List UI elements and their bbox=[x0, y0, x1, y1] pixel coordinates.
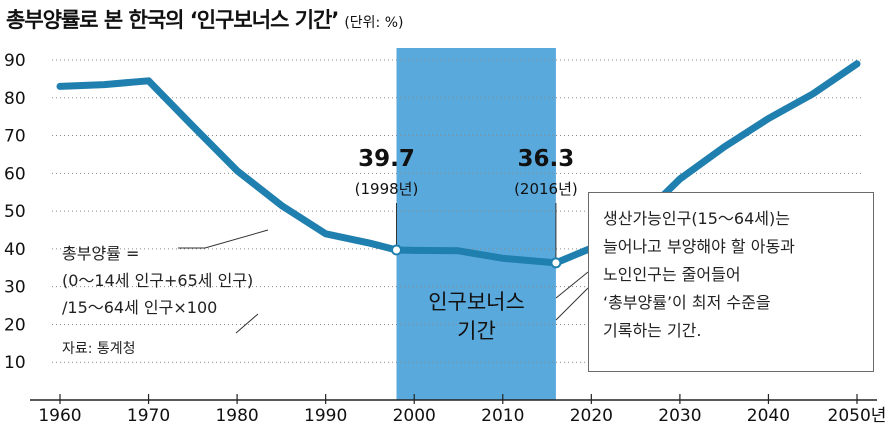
x-tick-label: 2050년 bbox=[828, 406, 887, 425]
x-tick-label: 1980 bbox=[215, 406, 258, 425]
callout-line-1: 생산가능인구(15～64세)는 bbox=[603, 209, 790, 228]
formula-line-2: (0～14세 인구+65세 인구) bbox=[62, 271, 254, 290]
formula-leader-line bbox=[235, 313, 259, 334]
chart-title: 총부양률로 본 한국의 ‘인구보너스 기간’ (단위: %) bbox=[6, 4, 403, 34]
x-tick-label: 2010 bbox=[481, 406, 524, 425]
x-tick-label: 2020 bbox=[570, 406, 613, 425]
formula-leader-line bbox=[178, 229, 269, 249]
bonus-period-label-line-2: 기간 bbox=[457, 319, 496, 343]
callout-line-4: ‘총부양률’이 최저 수준을 bbox=[603, 293, 771, 312]
bonus-period-label: 인구보너스 기간 bbox=[397, 288, 556, 346]
callout-leader-line bbox=[555, 287, 589, 321]
annotation-year: (1998년) bbox=[355, 180, 419, 198]
y-tick-label: 50 bbox=[4, 202, 26, 222]
callout-leader-line bbox=[555, 271, 589, 299]
annotation-value: 39.7 bbox=[358, 146, 415, 172]
callout-line-3: 노인인구는 줄어들어 bbox=[603, 265, 741, 284]
y-tick-label: 80 bbox=[4, 89, 26, 109]
y-tick-label: 30 bbox=[4, 278, 26, 298]
x-tick-label: 2030 bbox=[658, 406, 701, 425]
x-tick-label: 2000 bbox=[393, 406, 436, 425]
title-text: 총부양률로 본 한국의 ‘인구보너스 기간’ bbox=[6, 8, 339, 32]
annotation-marker bbox=[550, 257, 562, 269]
y-tick-label: 10 bbox=[4, 353, 26, 373]
annotation-marker bbox=[391, 244, 403, 256]
formula-line-1: 총부양률 = bbox=[62, 244, 140, 263]
y-tick-label: 40 bbox=[4, 240, 26, 260]
callout-line-5: 기록하는 기간. bbox=[603, 321, 702, 340]
x-tick-label: 1970 bbox=[127, 406, 170, 425]
unit-label: (단위: %) bbox=[344, 15, 404, 31]
y-tick-label: 20 bbox=[4, 315, 26, 335]
x-tick-label: 1990 bbox=[304, 406, 347, 425]
y-tick-label: 60 bbox=[4, 164, 26, 184]
bonus-period-label-line-1: 인구보너스 bbox=[428, 290, 525, 314]
x-tick-label: 1960 bbox=[38, 406, 81, 425]
bonus-period-band-layer bbox=[396, 48, 556, 400]
source-note: 자료: 통계청 bbox=[62, 341, 136, 357]
annotation-year: (2016년) bbox=[514, 180, 578, 198]
annotations: 39.7 (1998년) 36.3 (2016년) bbox=[355, 146, 578, 269]
y-tick-label: 70 bbox=[4, 127, 26, 147]
leader-lines bbox=[178, 229, 589, 334]
annotation-value: 36.3 bbox=[518, 146, 575, 172]
formula-note: 총부양률 = (0～14세 인구+65세 인구) /15～64세 인구×100 bbox=[62, 240, 253, 321]
y-tick-label: 90 bbox=[4, 51, 26, 71]
formula-line-3: /15～64세 인구×100 bbox=[62, 298, 218, 317]
dependency-ratio-line bbox=[56, 60, 861, 267]
callout-line-2: 늘어나고 부양해야 할 아동과 bbox=[603, 237, 795, 256]
bonus-period-band bbox=[396, 48, 556, 400]
x-tick-label: 2040 bbox=[747, 406, 790, 425]
callout-box: 생산가능인구(15～64세)는 늘어나고 부양해야 할 아동과 노인인구는 줄어… bbox=[588, 192, 874, 372]
